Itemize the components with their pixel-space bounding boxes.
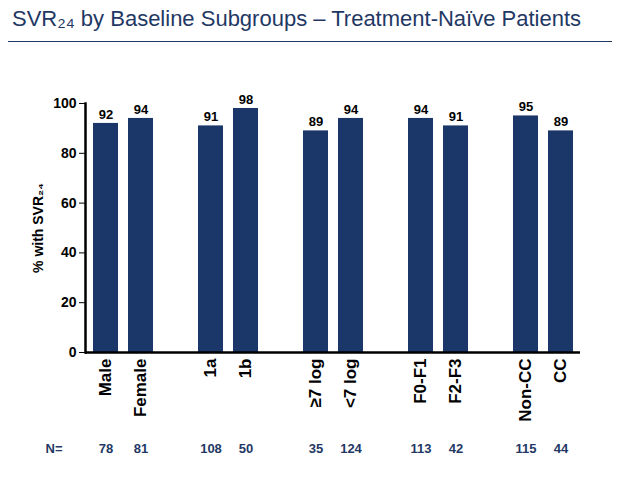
svg-text:113: 113 — [411, 441, 432, 456]
svg-text:108: 108 — [200, 441, 222, 456]
svg-text:78: 78 — [99, 441, 113, 456]
svg-text:98: 98 — [239, 92, 253, 107]
svg-text:% with SVR₂₄: % with SVR₂₄ — [30, 183, 46, 273]
svg-text:0: 0 — [69, 344, 77, 360]
svg-text:95: 95 — [519, 99, 533, 114]
svg-text:F0-F1: F0-F1 — [411, 359, 430, 404]
svg-text:81: 81 — [134, 441, 148, 456]
html-text:SVR₂₄ by Baseline Subgroups –: SVR₂₄ by Baseline Subgroups – Treatment-… — [12, 6, 581, 31]
svg-text:35: 35 — [309, 441, 323, 456]
svg-text:N=: N= — [46, 441, 63, 456]
svg-text:89: 89 — [309, 114, 323, 129]
svg-text:44: 44 — [554, 441, 569, 456]
svg-text:CC: CC — [551, 359, 570, 384]
svg-text:92: 92 — [99, 107, 113, 122]
svg-text:91: 91 — [204, 109, 218, 124]
svg-text:124: 124 — [340, 441, 362, 456]
svg-text:60: 60 — [61, 195, 77, 211]
svg-text:20: 20 — [61, 294, 77, 310]
svg-text:Non-CC: Non-CC — [516, 359, 535, 422]
svg-text:Female: Female — [131, 359, 150, 418]
svg-text:80: 80 — [61, 145, 77, 161]
svg-text:94: 94 — [344, 102, 359, 117]
svg-text:Male: Male — [96, 359, 115, 397]
svg-text:<7 log: <7 log — [341, 359, 360, 409]
svg-text:115: 115 — [516, 441, 537, 456]
svg-text:1b: 1b — [236, 359, 255, 379]
svg-text:91: 91 — [449, 109, 463, 124]
svg-text:42: 42 — [449, 441, 463, 456]
svg-text:100: 100 — [53, 95, 77, 111]
svg-text:89: 89 — [554, 114, 568, 129]
svg-text:94: 94 — [134, 102, 149, 117]
svg-text:≥7 log: ≥7 log — [306, 359, 325, 408]
svg-text:1a: 1a — [201, 358, 220, 377]
svg-text:F2-F3: F2-F3 — [446, 359, 465, 404]
svg-text:50: 50 — [239, 441, 253, 456]
svg-text:40: 40 — [61, 244, 77, 260]
svg-text:94: 94 — [414, 102, 429, 117]
